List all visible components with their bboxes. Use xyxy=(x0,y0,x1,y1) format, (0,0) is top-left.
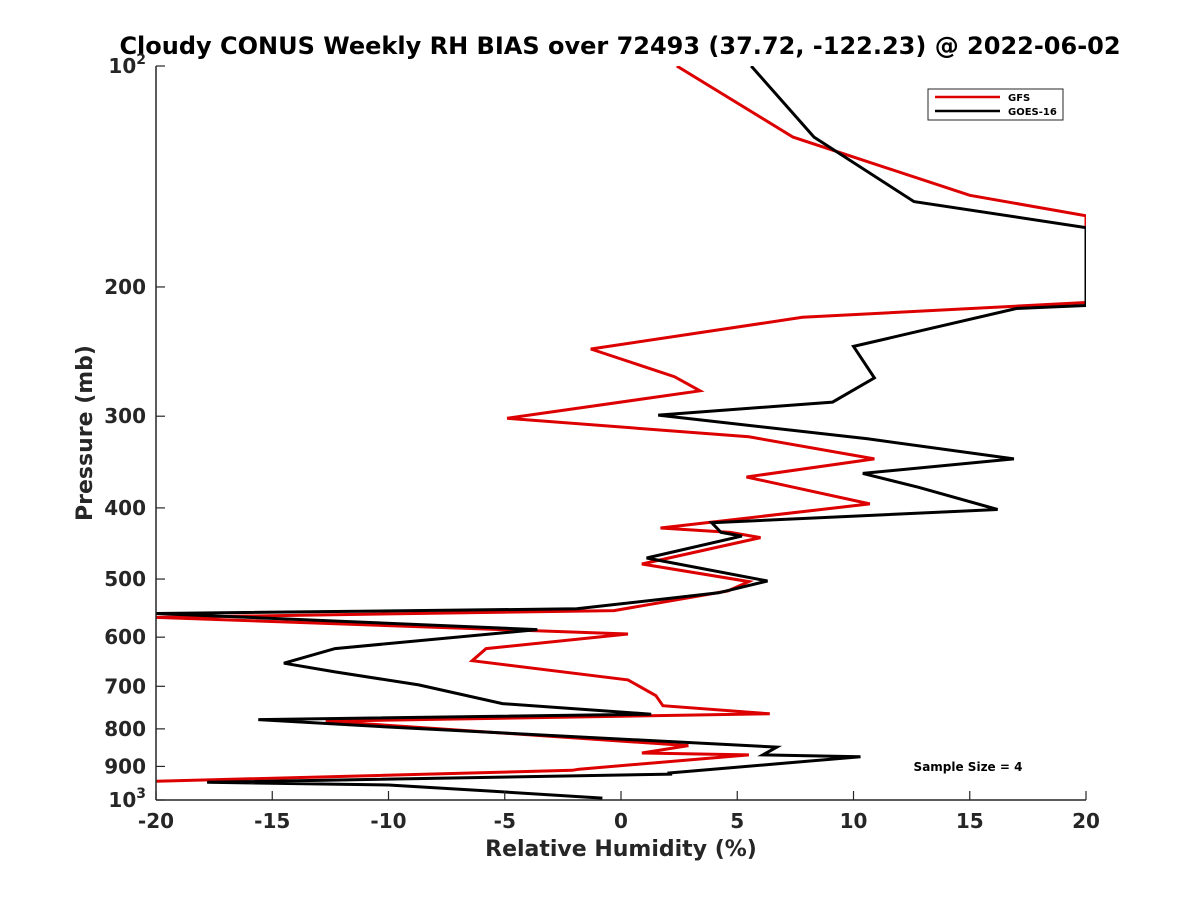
x-tick-label: 0 xyxy=(614,809,628,833)
y-tick-label: 200 xyxy=(104,275,146,299)
series-layer xyxy=(156,66,1086,800)
legend-box xyxy=(927,88,1064,121)
legend: GFS GOES-16 xyxy=(927,88,1064,121)
x-axis-ticks: -20 -15 -10 -5 0 5 10 15 20 xyxy=(138,791,1100,833)
plot-area xyxy=(156,66,1086,800)
legend-label-goes16: GOES-16 xyxy=(1008,107,1057,118)
x-tick-label: 15 xyxy=(956,809,984,833)
legend-label-gfs: GFS xyxy=(1008,93,1030,104)
x-tick-label: -20 xyxy=(138,809,174,833)
series-line-goes16 xyxy=(156,66,1086,800)
y-tick-label: 400 xyxy=(104,496,146,520)
x-axis-label: Relative Humidity (%) xyxy=(485,837,757,862)
y-tick-label: 300 xyxy=(104,404,146,428)
x-tick-label: 10 xyxy=(840,809,868,833)
y-tick-label: 800 xyxy=(104,717,146,741)
x-tick-label: -15 xyxy=(254,809,290,833)
y-axis-ticks: 102 200 300 400 500 600 700 800 900 103 xyxy=(104,52,165,812)
x-tick-label: -10 xyxy=(370,809,406,833)
x-tick-label: 20 xyxy=(1072,809,1100,833)
chart-title: Cloudy CONUS Weekly RH BIAS over 72493 (… xyxy=(119,32,1120,60)
y-tick-label: 102 xyxy=(108,52,146,78)
y-tick-label: 900 xyxy=(104,754,146,778)
y-axis-label: Pressure (mb) xyxy=(73,345,98,521)
sample-size-annotation: Sample Size = 4 xyxy=(914,760,1023,774)
y-tick-label: 500 xyxy=(104,567,146,591)
y-tick-label: 600 xyxy=(104,625,146,649)
y-tick-label: 103 xyxy=(108,786,146,812)
x-tick-label: -5 xyxy=(494,809,516,833)
y-tick-label: 700 xyxy=(104,674,146,698)
series-line-gfs xyxy=(156,66,1086,783)
x-tick-label: 5 xyxy=(730,809,744,833)
